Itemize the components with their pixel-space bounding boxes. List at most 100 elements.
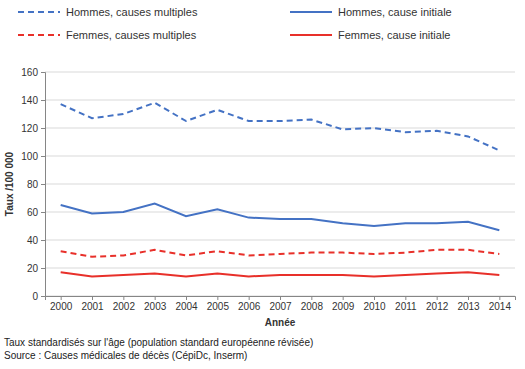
y-tick: 140 xyxy=(21,95,45,106)
x-tick-mark xyxy=(186,296,187,300)
y-tick: 80 xyxy=(27,179,45,190)
grid-line xyxy=(45,128,515,129)
y-tick-mark xyxy=(41,100,45,101)
chart: 0204060801001201401602000200120022003200… xyxy=(0,0,525,369)
x-tick: 2007 xyxy=(269,296,292,312)
legend-swatch xyxy=(18,11,60,13)
y-axis-line xyxy=(41,73,46,297)
y-tick-mark xyxy=(41,240,45,241)
x-tick-label: 2009 xyxy=(332,301,355,312)
x-tick-mark xyxy=(437,296,438,300)
x-tick: 2003 xyxy=(144,296,167,312)
y-tick-mark xyxy=(41,72,45,73)
series-line xyxy=(61,272,500,276)
x-tick-mark xyxy=(249,296,250,300)
y-tick-mark xyxy=(41,128,45,129)
annotation: Taux standardisés sur l'âge (population … xyxy=(4,337,313,348)
x-tick: 2005 xyxy=(207,296,230,312)
legend-item: Hommes, causes multiples xyxy=(18,6,198,18)
legend-label: Femmes, cause initiale xyxy=(338,29,451,41)
grid-line xyxy=(45,268,515,269)
legend-label: Hommes, cause initiale xyxy=(338,6,452,18)
x-tick: 2001 xyxy=(81,296,104,312)
annotations: Taux standardisés sur l'âge (population … xyxy=(4,337,313,361)
legend-item: Femmes, causes multiples xyxy=(18,29,197,41)
x-tick: 2000 xyxy=(50,296,73,312)
y-tick-mark xyxy=(41,296,45,297)
y-tick-label: 100 xyxy=(21,151,38,162)
x-tick-label: 2014 xyxy=(489,301,512,312)
legend-label: Hommes, causes multiples xyxy=(66,6,198,18)
x-tick: 2010 xyxy=(363,296,386,312)
x-tick-label: 2007 xyxy=(269,301,292,312)
y-tick-label: 160 xyxy=(21,67,38,78)
x-tick-mark xyxy=(499,296,500,300)
y-tick-label: 80 xyxy=(27,179,39,190)
series-line xyxy=(61,250,500,257)
x-tick-label: 2008 xyxy=(301,301,324,312)
grid-line xyxy=(45,184,515,185)
x-axis: 2000 2001 2002 2003 2004 2005 2006 2007 2008 2009… xyxy=(46,296,516,312)
y-tick-label: 20 xyxy=(27,263,39,274)
x-tick-mark xyxy=(468,296,469,300)
lines xyxy=(61,103,500,277)
y-axis-title: Taux /100 000 xyxy=(4,151,15,216)
x-tick: 2004 xyxy=(175,296,198,312)
x-tick-mark xyxy=(405,296,406,300)
x-tick-label: 2000 xyxy=(50,301,73,312)
x-tick-label: 2010 xyxy=(363,301,386,312)
x-tick: 2009 xyxy=(332,296,355,312)
grid xyxy=(45,72,515,296)
y-tick-label: 60 xyxy=(27,207,39,218)
x-tick-label: 2005 xyxy=(207,301,230,312)
x-tick-mark xyxy=(374,296,375,300)
x-tick-label: 2002 xyxy=(113,301,136,312)
y-axis: 0 20 40 60 80 100 120 140 160 xyxy=(21,67,45,302)
x-tick-mark xyxy=(311,296,312,300)
y-tick: 100 xyxy=(21,151,45,162)
x-tick-label: 2004 xyxy=(175,301,198,312)
x-tick-mark xyxy=(123,296,124,300)
x-axis-title: Année xyxy=(265,317,296,328)
x-tick-label: 2001 xyxy=(81,301,104,312)
x-tick: 2006 xyxy=(238,296,261,312)
y-tick-mark xyxy=(41,184,45,185)
x-tick: 2012 xyxy=(426,296,449,312)
x-tick-label: 2013 xyxy=(457,301,480,312)
y-tick-mark xyxy=(41,268,45,269)
y-tick: 120 xyxy=(21,123,45,134)
y-tick-label: 120 xyxy=(21,123,38,134)
x-tick: 2014 xyxy=(489,296,512,312)
x-tick-label: 2003 xyxy=(144,301,167,312)
grid-line xyxy=(45,72,515,73)
y-tick: 60 xyxy=(27,207,45,218)
y-tick: 160 xyxy=(21,67,45,78)
legend-swatch xyxy=(290,34,332,36)
x-tick-label: 2006 xyxy=(238,301,261,312)
x-tick: 2002 xyxy=(113,296,136,312)
y-tick-label: 40 xyxy=(27,235,39,246)
y-tick-label: 0 xyxy=(32,291,38,302)
grid-line xyxy=(45,240,515,241)
x-tick: 2013 xyxy=(457,296,480,312)
grid-line xyxy=(45,100,515,101)
annotation: Source : Causes médicales de décès (Cépi… xyxy=(4,350,247,361)
x-tick-mark xyxy=(155,296,156,300)
plot: 0204060801001201401602000200120022003200… xyxy=(21,67,515,312)
x-tick-label: 2011 xyxy=(395,301,417,312)
x-axis-line xyxy=(46,297,516,301)
legend-swatch xyxy=(18,34,60,36)
series-line xyxy=(61,204,500,231)
x-tick: 2008 xyxy=(301,296,324,312)
legend-swatch xyxy=(290,11,332,13)
x-tick-mark xyxy=(280,296,281,300)
x-tick-mark xyxy=(343,296,344,300)
x-tick-mark xyxy=(61,296,62,300)
y-tick-mark xyxy=(41,156,45,157)
x-tick-label: 2012 xyxy=(426,301,449,312)
x-tick-mark xyxy=(92,296,93,300)
y-tick: 40 xyxy=(27,235,45,246)
y-tick: 0 xyxy=(32,291,45,302)
grid-line xyxy=(45,156,515,157)
legend-item: Femmes, cause initiale xyxy=(290,29,451,41)
